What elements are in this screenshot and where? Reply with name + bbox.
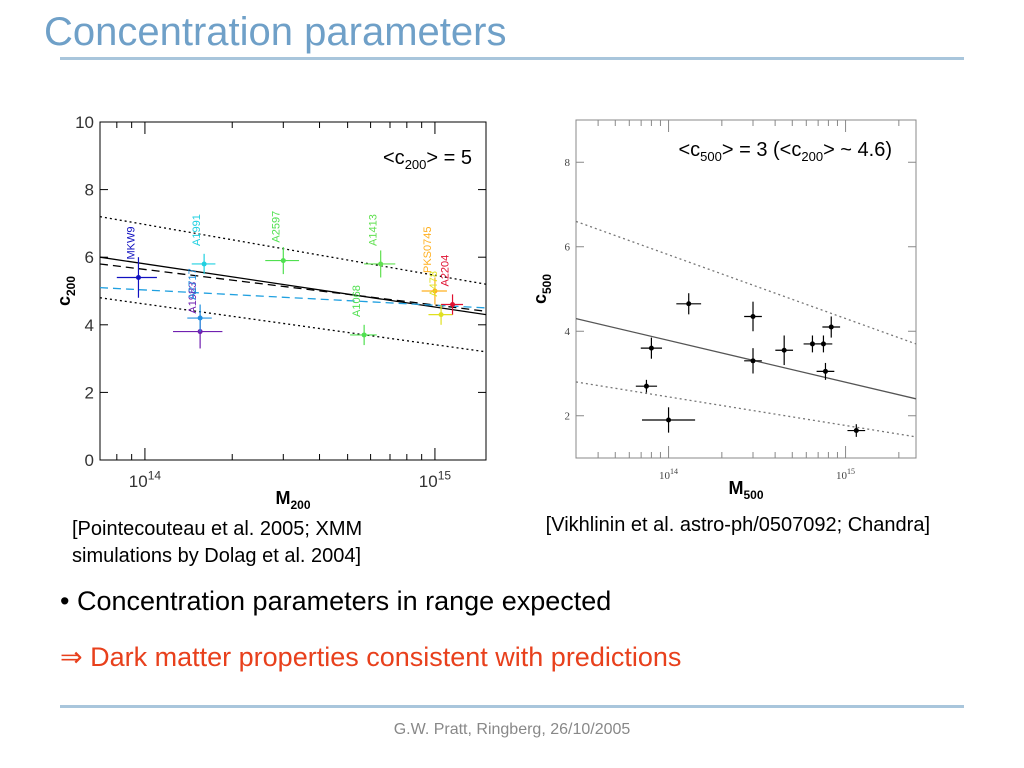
- plot-frame: [575, 119, 917, 459]
- x-tick-label: 1015: [419, 468, 452, 491]
- data-point: [135, 274, 141, 280]
- title-divider: [60, 57, 964, 60]
- y-axis-label: c500: [530, 274, 554, 304]
- footer-divider: [60, 705, 964, 708]
- data-point: [450, 302, 456, 308]
- mean-concentration-annotation: <c500> = 3 (<c200> ~ 4.6): [678, 139, 892, 164]
- y-tick-label: 2: [85, 383, 94, 402]
- plot-frame: [99, 121, 487, 461]
- x-tick-label: 1014: [659, 467, 678, 482]
- data-point: [828, 324, 834, 330]
- cluster-label: A478: [428, 271, 440, 297]
- cluster-label: MKW9: [125, 226, 137, 259]
- data-point: [822, 368, 828, 374]
- cluster-label: A2597: [270, 211, 282, 243]
- footer-text: G.W. Pratt, Ringberg, 26/10/2005: [393, 721, 631, 738]
- x-tick-label: 1015: [836, 467, 855, 482]
- right-concentration-chart: 2 4 6 8 1014 1015 M500 c500 <c500> = 3 (<c200> ~…: [530, 119, 917, 502]
- data-point: [432, 288, 438, 294]
- implication-text: ⇒ Dark matter properties consistent with…: [60, 642, 682, 672]
- cluster-label: A2717: [187, 268, 199, 300]
- model-lines: [100, 215, 486, 353]
- model-line-dotted: [100, 215, 486, 285]
- data-point: [809, 341, 815, 347]
- cluster-label: A2204: [440, 255, 452, 287]
- y-tick-label: 0: [85, 451, 94, 470]
- cluster-label: PKS0745: [422, 227, 434, 273]
- model-line-solid: [576, 317, 916, 400]
- data-point: [648, 345, 654, 351]
- data-point: [820, 341, 826, 347]
- model-line-dotted: [576, 381, 916, 438]
- data-point: [666, 417, 672, 423]
- model-line-dotted: [576, 220, 916, 345]
- data-point: [750, 313, 756, 319]
- left-chart-caption: [Pointecouteau et al. 2005; XMM simulati…: [72, 518, 363, 567]
- y-axis-label: c200: [54, 276, 78, 306]
- y-tick-label: 2: [565, 411, 571, 423]
- x-axis-label: M200: [275, 488, 310, 512]
- cluster-label: A1068: [351, 285, 363, 317]
- cluster-label: A1983: [187, 282, 199, 314]
- right-chart-caption: [Vikhlinin et al. astro-ph/0507092; Chan…: [545, 514, 930, 536]
- x-tick-label: 1014: [129, 468, 162, 491]
- slide-title: Concentration parameters: [44, 10, 507, 54]
- y-tick-label: 4: [565, 326, 571, 338]
- y-tick-label: 4: [85, 316, 94, 335]
- data-point: [280, 258, 286, 264]
- data-point: [781, 347, 787, 353]
- data-point: [197, 315, 203, 321]
- model-line-solid: [100, 256, 486, 316]
- data-point: [853, 428, 859, 434]
- bullet-point: • Concentration parameters in range expe…: [60, 586, 612, 616]
- mean-concentration-annotation: <c200> = 5: [383, 147, 472, 172]
- y-tick-label: 6: [565, 242, 571, 254]
- cluster-label: A1991: [191, 214, 203, 246]
- data-point: [686, 301, 692, 307]
- y-tick-label: 8: [565, 157, 571, 169]
- y-tick-label: 10: [75, 113, 94, 132]
- data-point: [438, 312, 444, 318]
- data-point: [378, 261, 384, 267]
- x-axis-label: M500: [728, 478, 763, 502]
- y-tick-label: 6: [85, 248, 94, 267]
- data-point: [643, 383, 649, 389]
- data-point: [361, 332, 367, 338]
- y-tick-label: 8: [85, 181, 94, 200]
- model-lines: [576, 220, 916, 438]
- data-point: [201, 261, 207, 267]
- data-point: [750, 358, 756, 364]
- cluster-label: A1413: [368, 214, 380, 246]
